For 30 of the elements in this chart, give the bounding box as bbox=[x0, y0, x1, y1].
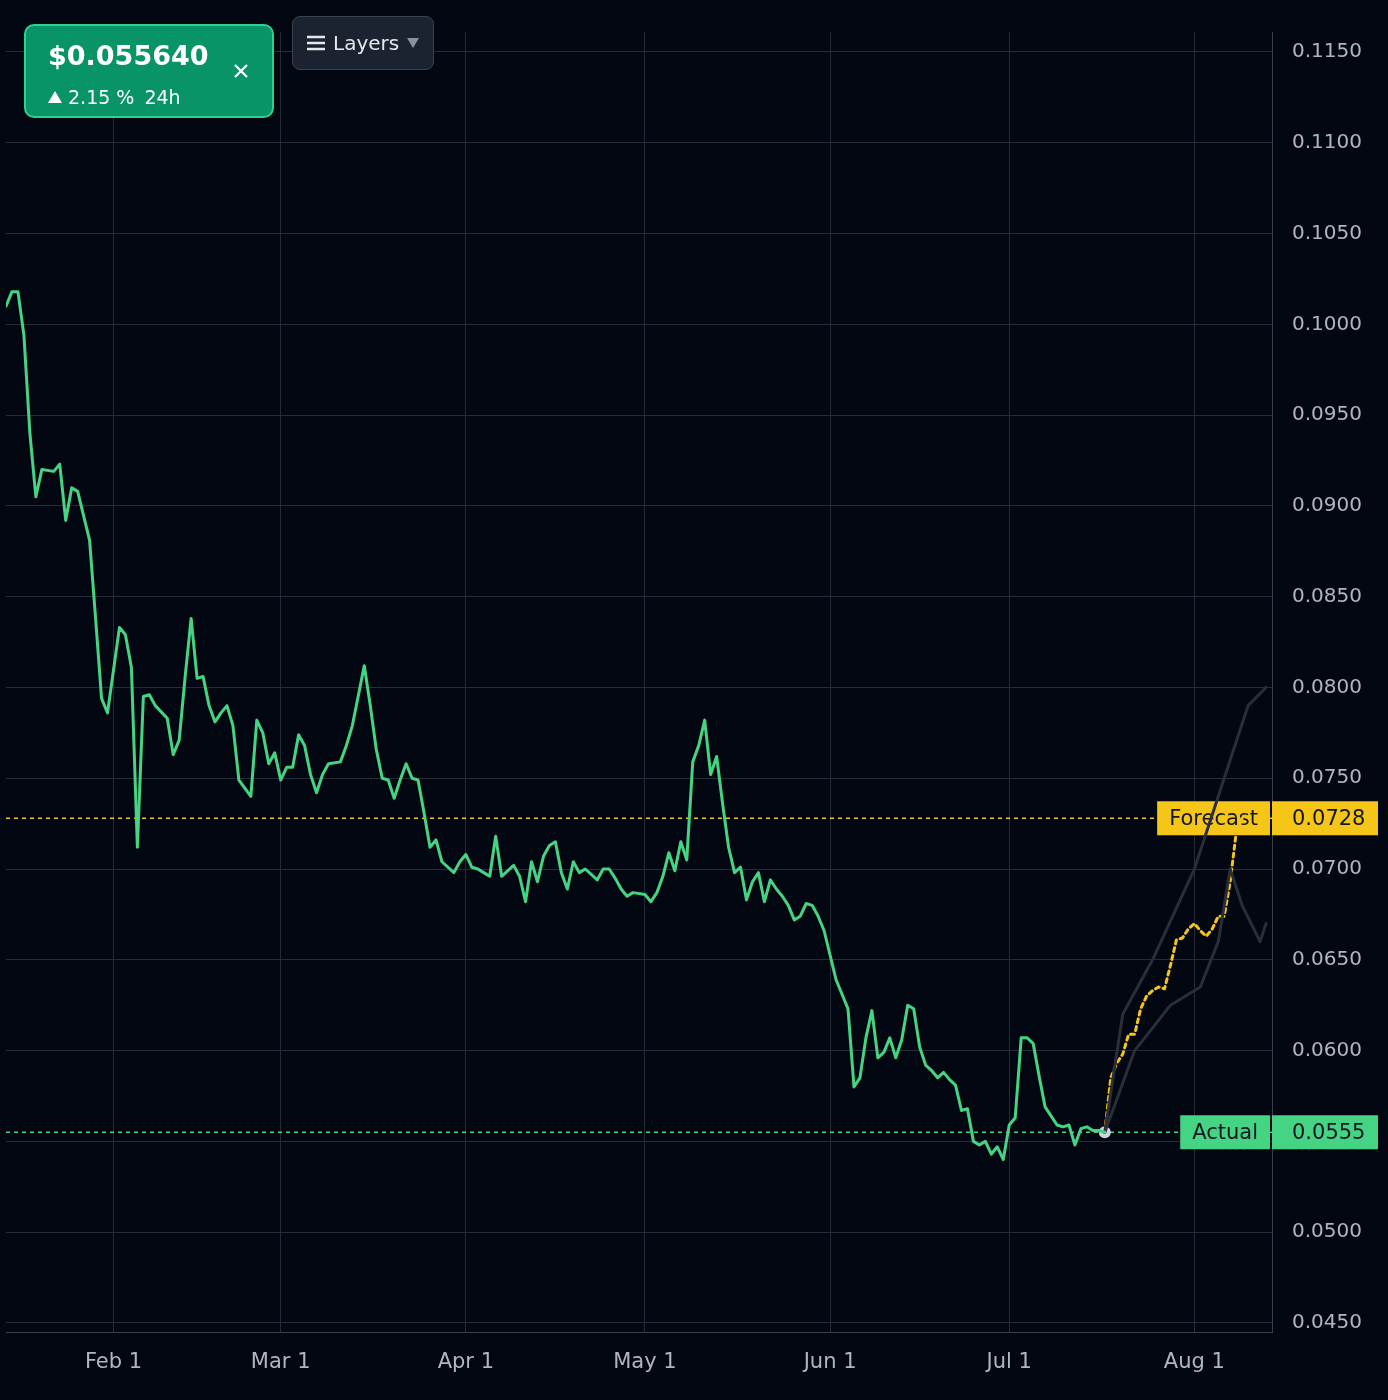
x-tick-label: Aug 1 bbox=[1163, 1349, 1225, 1374]
annotation: 2.15 % bbox=[68, 86, 135, 108]
annotation: 24h bbox=[144, 86, 181, 108]
y-tick-label: 0.1100 bbox=[1292, 128, 1362, 153]
y-tick-label: 0.1150 bbox=[1292, 38, 1362, 63]
y-tick-label: 0.1000 bbox=[1292, 310, 1362, 335]
y-tick-label: 0.0600 bbox=[1292, 1036, 1362, 1061]
y-tick-label: 0.0800 bbox=[1292, 673, 1362, 698]
x-tick-label: Feb 1 bbox=[84, 1349, 143, 1374]
y-tick-label: 0.0900 bbox=[1292, 492, 1362, 517]
x-tick-label: Mar 1 bbox=[250, 1349, 311, 1374]
annotation: Layers bbox=[333, 31, 400, 55]
x-tick-label: Apr 1 bbox=[437, 1349, 495, 1374]
y-tick-label: 0.0450 bbox=[1292, 1309, 1362, 1334]
y-tick-label: 0.0700 bbox=[1292, 855, 1362, 880]
y-tick-label: 0.1050 bbox=[1292, 219, 1362, 244]
ref-line-label: Actual bbox=[1192, 1119, 1259, 1144]
text: 0.0555 bbox=[1292, 1119, 1366, 1144]
y-tick-label: 0.0650 bbox=[1292, 946, 1362, 970]
y-tick-label: 0.0950 bbox=[1292, 401, 1362, 426]
y-tick-label: 0.0850 bbox=[1292, 582, 1362, 607]
annotation: $0.055640 bbox=[48, 40, 209, 71]
x-tick-label: May 1 bbox=[613, 1349, 677, 1374]
y-tick-label: 0.0500 bbox=[1292, 1218, 1362, 1243]
text: 0.0728 bbox=[1292, 805, 1366, 830]
y-tick-label: 0.0750 bbox=[1292, 764, 1362, 789]
x-tick-label: Jun 1 bbox=[801, 1349, 857, 1374]
x-tick-label: Jul 1 bbox=[984, 1349, 1032, 1374]
price-card: $0.055640 2.15 % 24h bbox=[24, 24, 274, 118]
layers-button: Layers bbox=[292, 16, 435, 70]
